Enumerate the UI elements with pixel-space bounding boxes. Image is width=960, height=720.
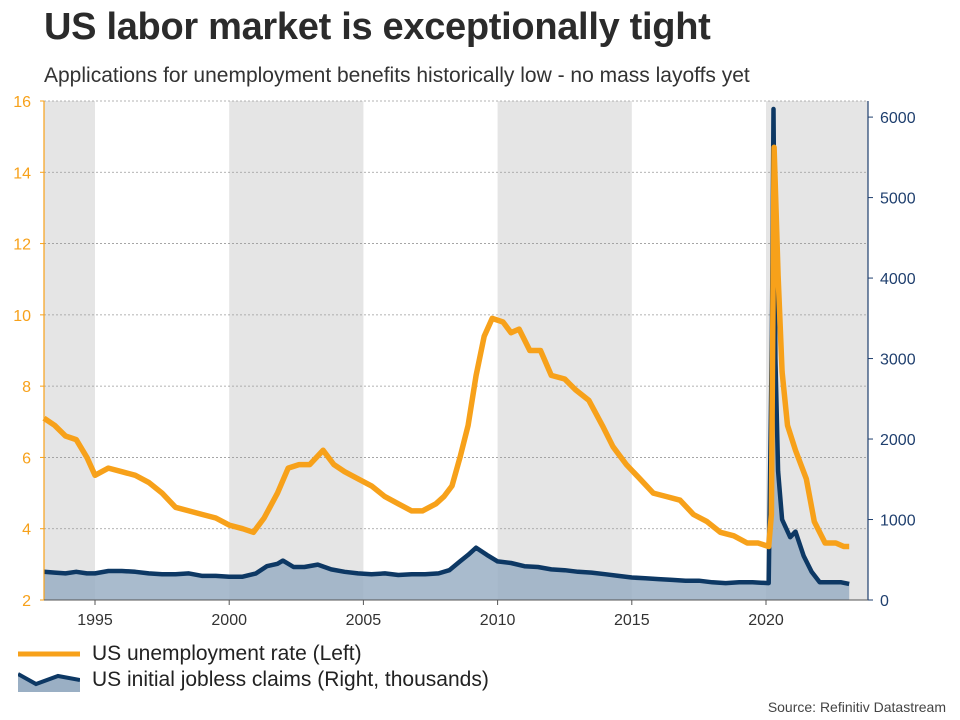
right-tick-label: 5000 — [880, 191, 916, 208]
x-tick-label: 2020 — [748, 612, 784, 629]
legend-item-claims: US initial jobless claims (Right, thousa… — [18, 667, 489, 693]
shaded-period — [497, 101, 632, 600]
claims-area — [44, 109, 850, 600]
x-axis-ticks: 1995 2000 2005 2010 2015 2020 — [77, 600, 784, 629]
right-tick-label: 4000 — [880, 271, 916, 288]
right-axis-ticks: 0 1000 2000 3000 4000 5000 6000 — [868, 110, 916, 610]
chart-title: US labor market is exceptionally tight — [44, 6, 711, 48]
axes — [43, 101, 869, 601]
left-tick-label: 4 — [22, 522, 31, 539]
left-tick-label: 8 — [22, 379, 31, 396]
gridlines — [44, 100, 868, 530]
unemployment-line — [42, 144, 850, 550]
claims-line — [43, 106, 850, 587]
x-tick-label: 2010 — [480, 612, 516, 629]
left-tick-label: 10 — [13, 308, 31, 325]
right-tick-label: 2000 — [880, 432, 916, 449]
shaded-period — [229, 101, 364, 600]
left-tick-label: 6 — [22, 450, 31, 467]
legend-swatch-claims — [18, 672, 80, 692]
legend-label-claims: US initial jobless claims (Right, thousa… — [92, 668, 489, 691]
x-tick-label: 2015 — [614, 612, 650, 629]
left-tick-label: 2 — [22, 593, 31, 610]
legend-swatch-unemployment — [18, 651, 80, 657]
source-note: Source: Refinitiv Datastream — [767, 699, 946, 715]
legend-label-unemployment: US unemployment rate (Left) — [92, 642, 362, 665]
left-tick-label: 12 — [13, 237, 31, 254]
left-tick-label: 16 — [13, 94, 31, 111]
legend-item-unemployment: US unemployment rate (Left) — [18, 641, 489, 667]
right-tick-label: 6000 — [880, 110, 916, 127]
shaded-periods — [44, 101, 868, 600]
right-tick-label: 0 — [880, 593, 889, 610]
left-axis-ticks: 2 4 6 8 10 12 14 16 — [13, 94, 44, 610]
right-tick-label: 3000 — [880, 352, 916, 369]
shaded-period — [44, 101, 95, 600]
x-tick-label: 2000 — [211, 612, 247, 629]
left-tick-label: 14 — [13, 165, 31, 182]
right-tick-label: 1000 — [880, 513, 916, 530]
chart-subtitle: Applications for unemployment benefits h… — [44, 64, 750, 87]
x-tick-label: 2005 — [346, 612, 382, 629]
legend: US unemployment rate (Left) US initial j… — [18, 641, 489, 693]
x-tick-label: 1995 — [77, 612, 113, 629]
